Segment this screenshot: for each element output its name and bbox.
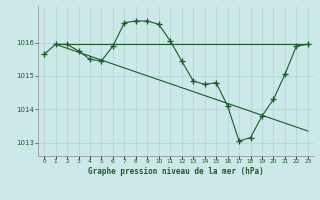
X-axis label: Graphe pression niveau de la mer (hPa): Graphe pression niveau de la mer (hPa) [88, 167, 264, 176]
